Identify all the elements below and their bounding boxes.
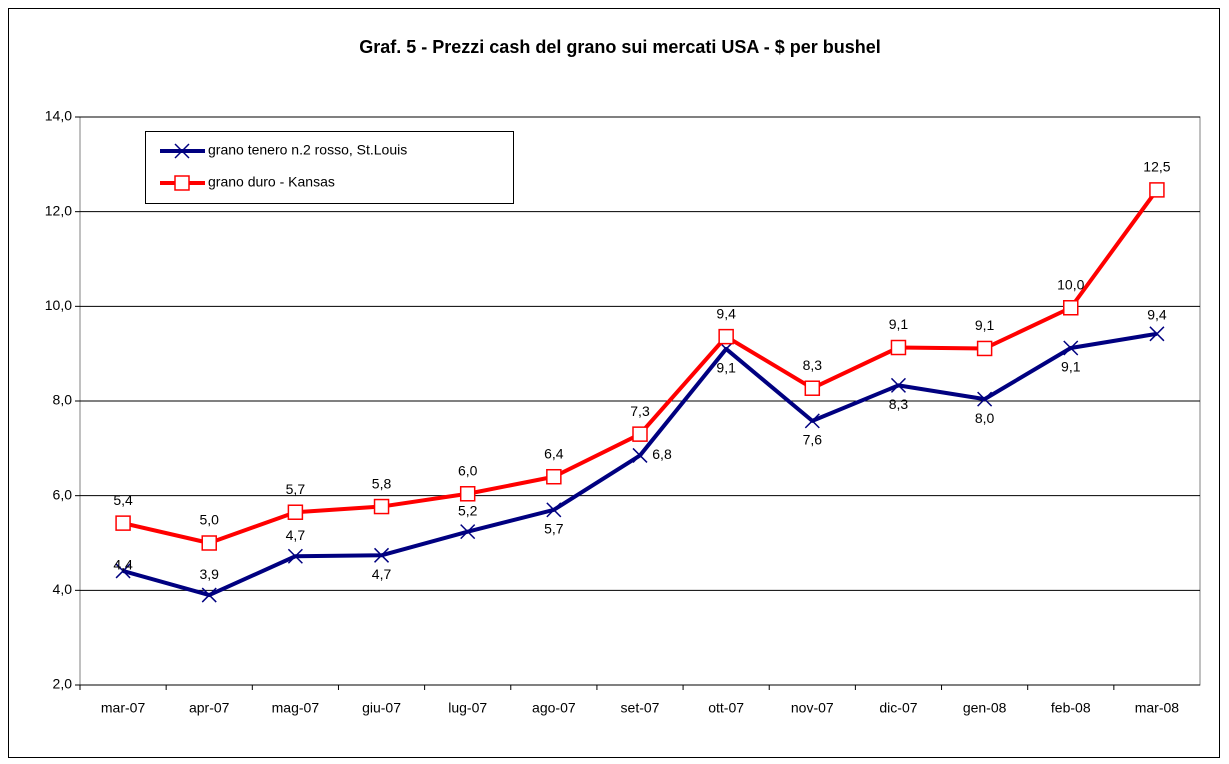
data-label: 8,0 <box>975 410 995 426</box>
marker <box>287 504 304 520</box>
legend-marker <box>174 143 190 159</box>
data-label: 9,4 <box>716 305 736 321</box>
x-tick-label: lug-07 <box>448 700 487 716</box>
marker <box>460 524 476 540</box>
data-label: 6,4 <box>544 445 564 461</box>
data-label: 4,7 <box>372 566 392 582</box>
x-tick-label: mag-07 <box>272 700 320 716</box>
marker <box>718 328 734 345</box>
chart-title: Graf. 5 - Prezzi cash del grano sui merc… <box>359 37 881 57</box>
x-tick-label: set-07 <box>621 700 660 716</box>
marker <box>804 413 820 429</box>
data-label: 9,1 <box>716 360 736 376</box>
data-label: 5,0 <box>199 512 219 528</box>
x-tick-label: ott-07 <box>708 700 744 716</box>
data-label: 7,6 <box>803 432 823 448</box>
data-label: 4,7 <box>286 527 306 543</box>
marker <box>804 380 821 396</box>
data-label: 5,2 <box>458 502 478 518</box>
legend-label: grano tenero n.2 rosso, St.Louis <box>208 142 407 158</box>
x-tick-label: giu-07 <box>362 700 401 716</box>
legend-label: grano duro - Kansas <box>208 174 335 190</box>
marker <box>115 563 131 579</box>
marker <box>977 391 993 407</box>
data-label: 6,8 <box>652 446 672 462</box>
x-tick-label: gen-08 <box>963 700 1007 716</box>
marker <box>1063 340 1079 356</box>
y-tick-label: 12,0 <box>45 202 72 218</box>
data-label: 5,4 <box>113 492 133 508</box>
marker <box>201 535 217 551</box>
x-tick-label: dic-07 <box>879 700 917 716</box>
data-label: 9,1 <box>1061 359 1081 375</box>
y-tick-label: 6,0 <box>53 486 73 502</box>
data-label: 5,7 <box>544 521 564 537</box>
data-label: 8,3 <box>889 396 909 412</box>
marker <box>632 426 648 442</box>
y-tick-label: 4,0 <box>53 581 73 597</box>
data-label: 12,5 <box>1143 159 1170 175</box>
data-label: 7,3 <box>630 403 650 419</box>
data-label: 4,4 <box>113 557 133 573</box>
marker <box>115 515 131 531</box>
marker <box>546 502 562 518</box>
marker <box>890 339 907 356</box>
data-label: 9,1 <box>889 316 909 332</box>
x-tick-label: mar-08 <box>1135 700 1180 716</box>
data-label: 9,1 <box>975 317 995 333</box>
data-label: 5,8 <box>372 475 392 491</box>
marker <box>1149 182 1165 198</box>
marker <box>632 447 648 463</box>
data-label: 3,9 <box>199 566 219 582</box>
x-tick-label: nov-07 <box>791 700 834 716</box>
x-tick-label: mar-07 <box>101 700 146 716</box>
data-label: 10,0 <box>1057 276 1084 292</box>
x-tick-label: feb-08 <box>1051 700 1091 716</box>
marker <box>287 548 303 564</box>
data-label: 5,7 <box>286 481 306 497</box>
data-label: 6,0 <box>458 462 478 478</box>
marker <box>201 587 217 603</box>
marker <box>546 468 562 485</box>
marker <box>374 547 390 563</box>
y-tick-label: 2,0 <box>53 676 73 692</box>
y-tick-label: 14,0 <box>45 108 72 124</box>
marker <box>890 377 906 393</box>
marker <box>1063 300 1079 316</box>
data-label: 9,4 <box>1147 306 1167 322</box>
x-tick-label: ago-07 <box>532 700 576 716</box>
marker <box>976 340 993 357</box>
marker <box>1149 326 1165 342</box>
marker <box>459 486 476 502</box>
legend-marker <box>174 175 190 191</box>
data-label: 8,3 <box>803 357 823 373</box>
legend <box>145 131 514 204</box>
y-tick-label: 10,0 <box>45 297 72 313</box>
x-tick-label: apr-07 <box>189 700 230 716</box>
marker <box>373 498 390 515</box>
y-tick-label: 8,0 <box>53 392 73 408</box>
